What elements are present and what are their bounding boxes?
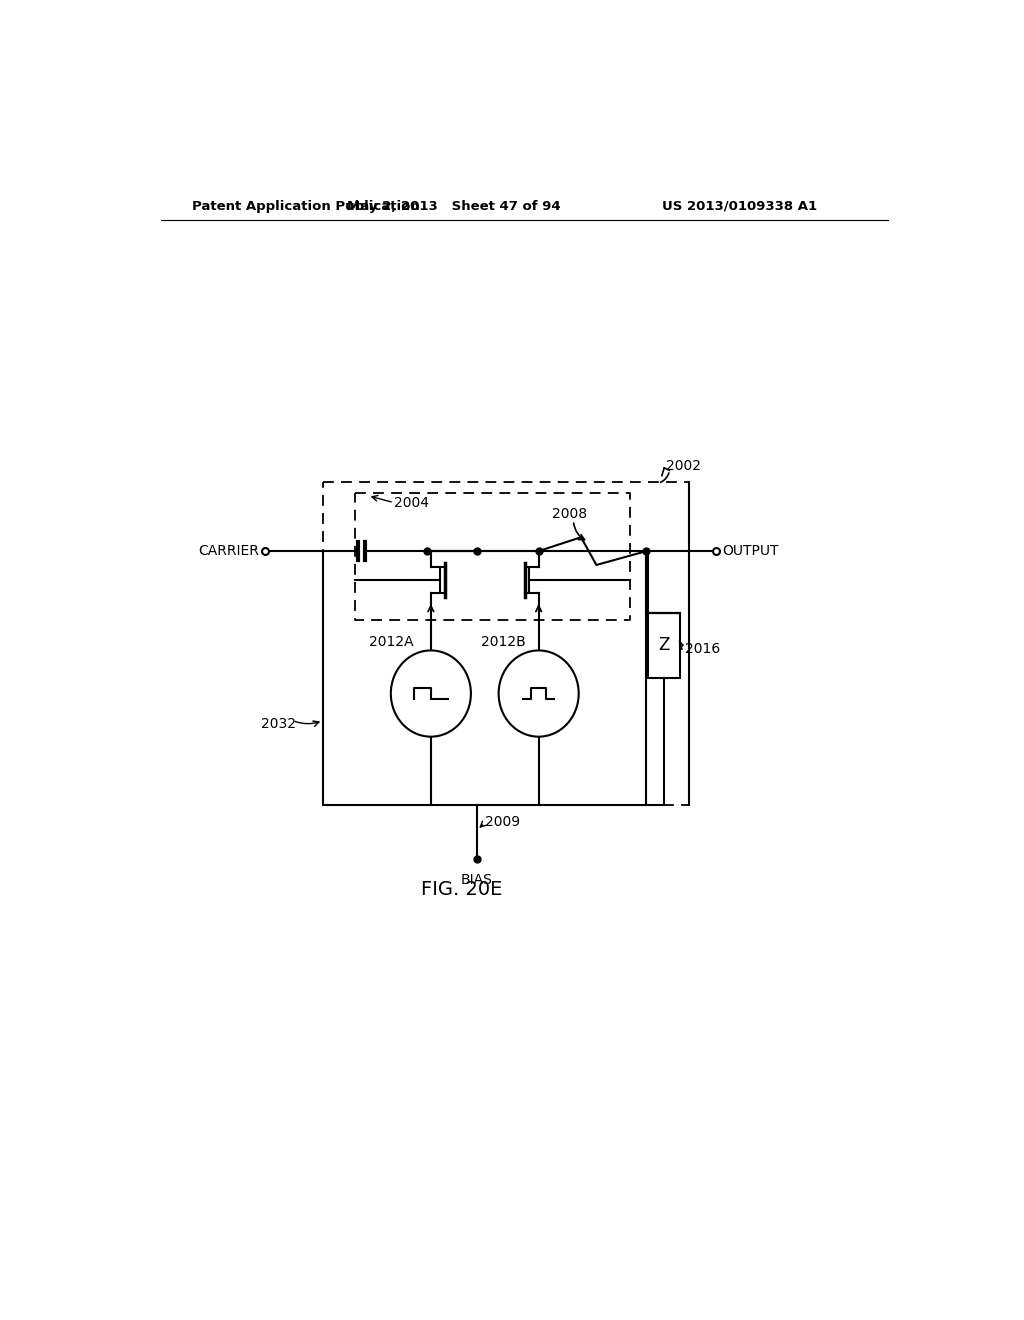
Text: 2012A: 2012A [370, 635, 414, 649]
Ellipse shape [391, 651, 471, 737]
Text: May 2, 2013   Sheet 47 of 94: May 2, 2013 Sheet 47 of 94 [347, 199, 561, 213]
Text: 2002: 2002 [666, 459, 700, 474]
Text: 2032: 2032 [261, 717, 297, 731]
Text: BIAS: BIAS [461, 873, 493, 887]
Ellipse shape [499, 651, 579, 737]
Text: CARRIER: CARRIER [199, 544, 259, 558]
Bar [648, 612, 680, 678]
Text: 2009: 2009 [484, 816, 520, 829]
Text: US 2013/0109338 A1: US 2013/0109338 A1 [662, 199, 817, 213]
Text: 2016: 2016 [685, 642, 720, 656]
Text: 2004: 2004 [394, 495, 429, 510]
Text: OUTPUT: OUTPUT [722, 544, 778, 558]
Text: 2008: 2008 [552, 507, 587, 521]
Text: 2012B: 2012B [481, 635, 525, 649]
Text: Z: Z [658, 636, 670, 655]
Text: Patent Application Publication: Patent Application Publication [193, 199, 420, 213]
Text: FIG. 20E: FIG. 20E [421, 880, 503, 899]
